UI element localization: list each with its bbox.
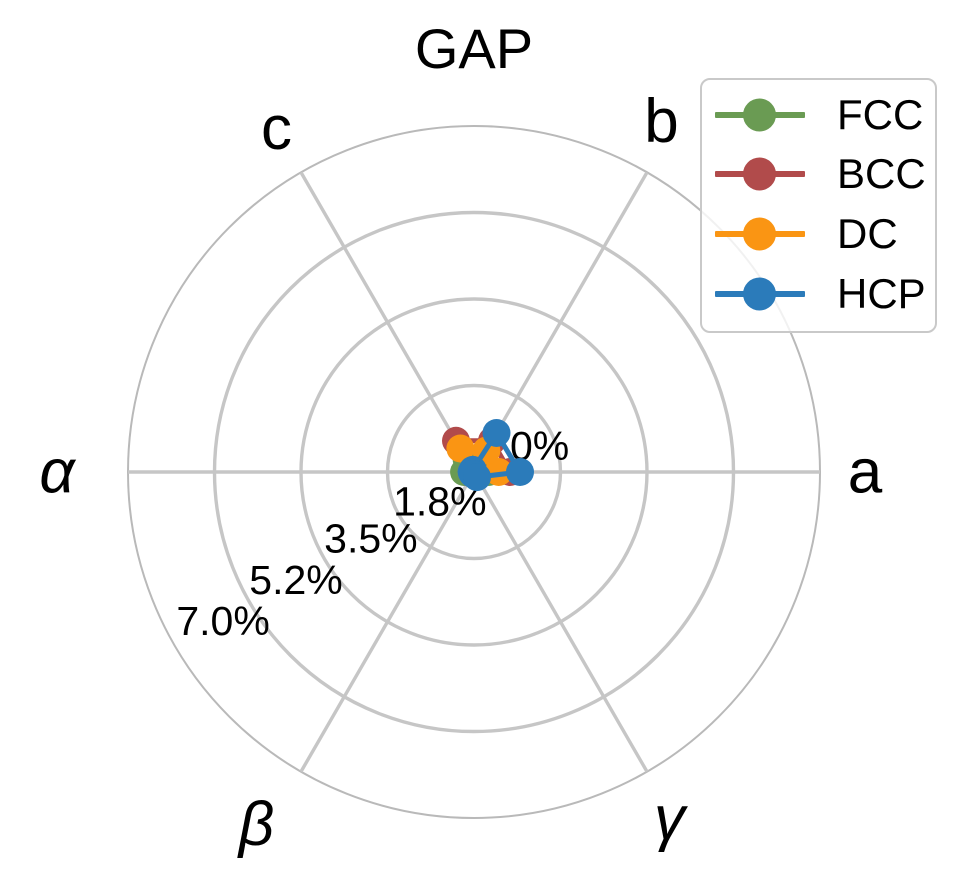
- axis-label-a: a: [848, 438, 883, 507]
- legend-label: HCP: [837, 270, 926, 317]
- axis-label-γ: γ: [654, 784, 688, 853]
- angular-gridline-β: [299, 471, 476, 773]
- marker-hcp-b: [482, 419, 511, 447]
- axis-label-c: c: [261, 94, 292, 163]
- marker-hcp-γ: [463, 463, 491, 492]
- legend-marker-icon: [743, 98, 776, 132]
- series-hcp: [457, 419, 534, 492]
- legend-label: FCC: [837, 91, 924, 138]
- marker-dc-c: [446, 434, 475, 463]
- legend-marker-icon: [743, 277, 776, 311]
- marker-dc-a: [484, 458, 513, 486]
- r-tick-label: 7.0%: [176, 598, 269, 644]
- axis-label-β: β: [237, 790, 274, 859]
- legend: FCC BCC DC HCP: [700, 78, 937, 333]
- chart-title: GAP: [414, 17, 534, 80]
- legend-marker-icon: [743, 217, 776, 251]
- axis-label-b: b: [644, 87, 678, 156]
- axis-label-α: α: [39, 438, 76, 507]
- legend-item-dc: DC: [702, 210, 935, 257]
- legend-item-fcc: FCC: [702, 91, 935, 138]
- r-tick-label: 3.5%: [324, 516, 417, 562]
- legend-marker-icon: [743, 157, 776, 191]
- angular-gridline-c: [299, 171, 476, 473]
- legend-label: DC: [837, 210, 898, 257]
- legend-label: BCC: [837, 150, 926, 197]
- legend-item-bcc: BCC: [702, 150, 935, 197]
- legend-item-hcp: HCP: [702, 270, 935, 317]
- r-tick-label: 5.2%: [249, 557, 342, 603]
- marker-hcp-a: [506, 458, 534, 486]
- angular-gridline-γ: [472, 471, 649, 773]
